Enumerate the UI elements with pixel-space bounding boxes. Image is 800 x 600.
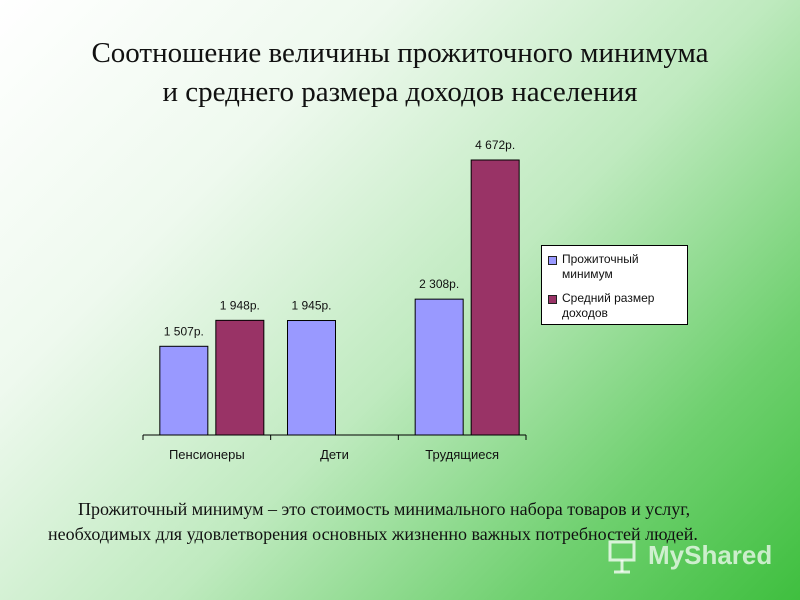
- bar-subsistence-minimum-1: [287, 320, 336, 436]
- data-label: 1 945р.: [291, 299, 331, 313]
- legend-swatch-series-2: [548, 295, 557, 304]
- bar-subsistence-minimum-0: [159, 345, 209, 436]
- data-label: 4 672р.: [475, 138, 515, 152]
- data-label: 2 308р.: [419, 277, 459, 291]
- watermark-text: MyShared: [648, 540, 773, 570]
- presentation-board-icon: [608, 540, 636, 574]
- legend-label-series-1: Прожиточный минимум: [562, 252, 639, 281]
- data-label: 1 507р.: [164, 324, 204, 338]
- bar-subsistence-minimum-2: [414, 298, 464, 436]
- legend-swatch-series-1: [548, 256, 557, 265]
- slide-title: Соотношение величины прожиточного миниму…: [0, 34, 800, 112]
- slide-title-line1: Соотношение величины прожиточного миниму…: [91, 37, 709, 69]
- x-tick-label: Трудящиеся: [425, 447, 499, 462]
- bar-average-income-0: [215, 319, 265, 436]
- bar-average-income-2: [470, 159, 520, 436]
- x-tick-label: Дети: [320, 447, 349, 462]
- x-tick-label: Пенсионеры: [169, 447, 245, 462]
- chart-legend: Прожиточный минимум Средний размер доход…: [541, 245, 688, 325]
- slide-title-line2: и среднего размера доходов населения: [162, 76, 638, 108]
- legend-label-series-2: Средний размер доходов: [562, 291, 655, 320]
- data-label: 1 948р.: [220, 298, 260, 312]
- watermark: MyShared: [606, 538, 776, 574]
- definition-caption: Прожиточный минимум – это стоимость мини…: [48, 499, 698, 544]
